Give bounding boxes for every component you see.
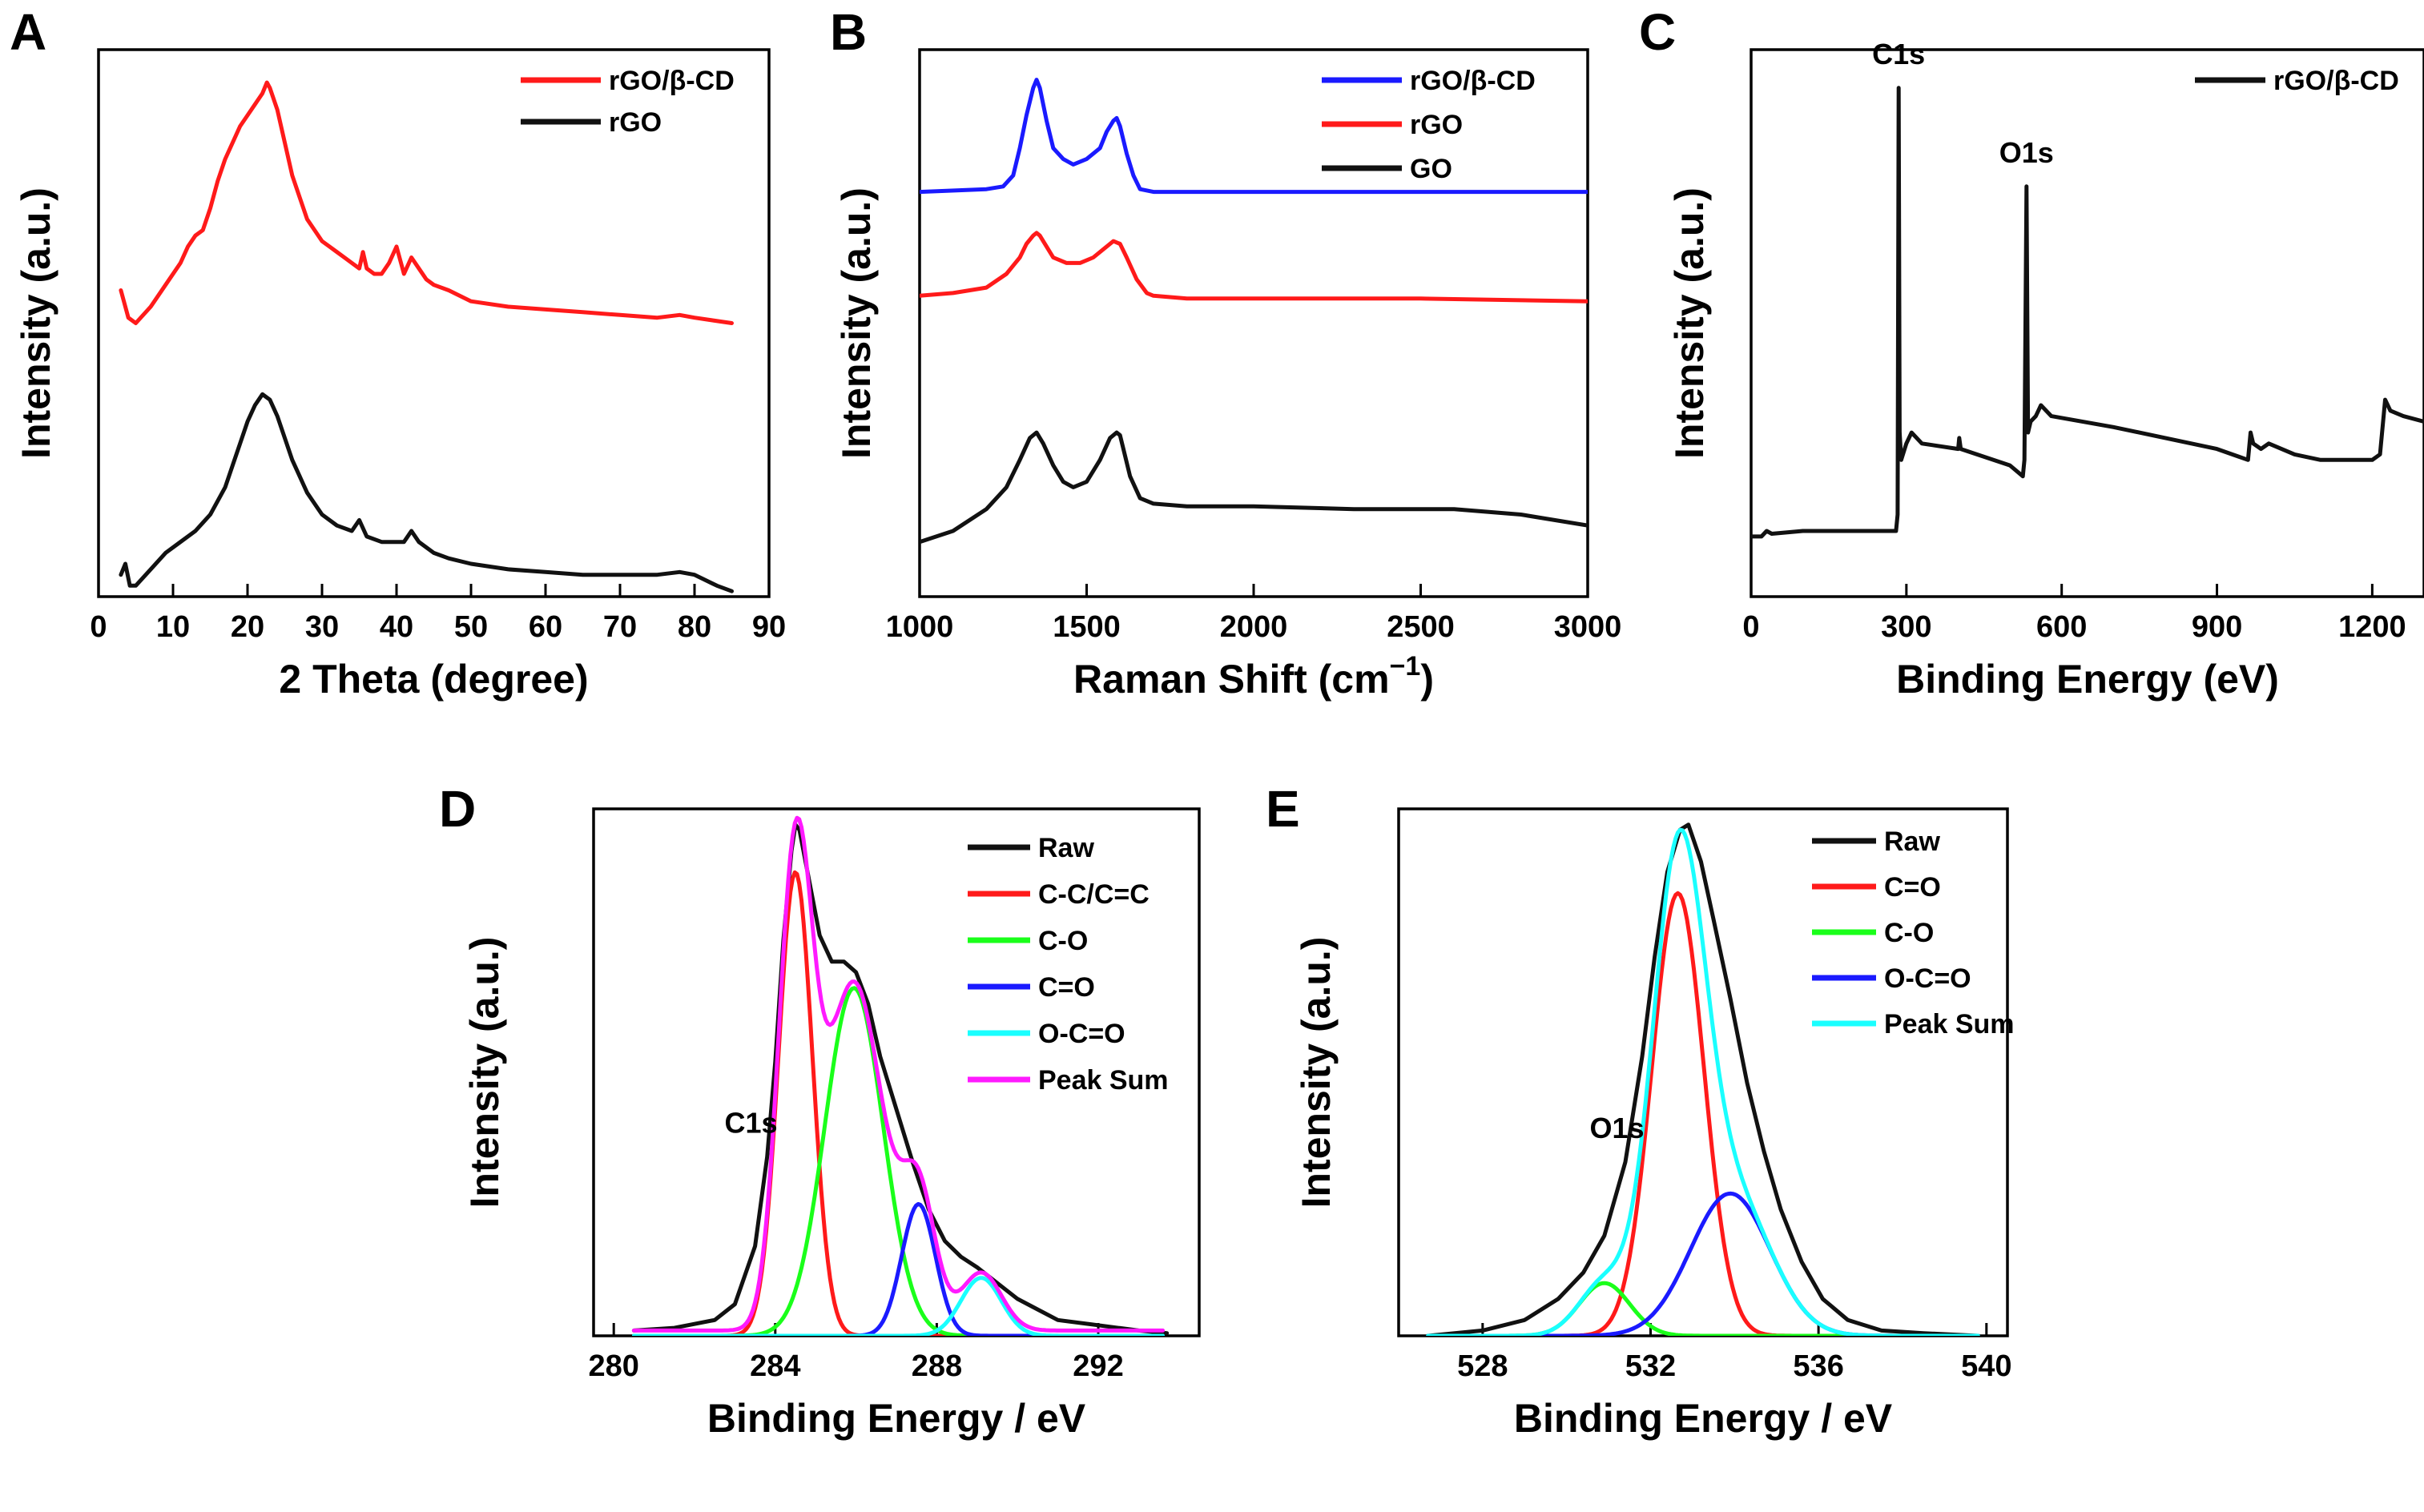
panel-a: A 0 10 20 30 40 50 60 70 80 90 2 Theta (degree) Inte… — [10, 3, 786, 702]
x-axis-label: 2 Theta (degree) — [279, 657, 588, 702]
panel-letter: C — [1639, 3, 1676, 61]
panel-e: E 528 532 536 540 Binding Energy / eV Intensit… — [1266, 780, 2015, 1441]
series-line-rgo — [920, 231, 1588, 304]
series-line-c-o — [631, 986, 1166, 1336]
x-axis-label: Binding Energy / eV — [707, 1396, 1086, 1441]
x-tick-label: 528 — [1457, 1349, 1508, 1383]
panel-letter: B — [830, 3, 867, 61]
x-tick-label: 292 — [1073, 1349, 1123, 1383]
x-tick-label: 1200 — [2338, 610, 2406, 644]
legend-label-c-o: C-O — [1038, 926, 1088, 956]
legend-label-c-o: C-O — [1884, 918, 1934, 948]
x-tick-label: 0 — [1742, 610, 1759, 644]
legend-label-c-o: C=O — [1038, 972, 1095, 1003]
legend-label-peak-sum: Peak Sum — [1038, 1065, 1169, 1096]
x-axis-label: Binding Energy / eV — [1514, 1396, 1893, 1441]
x-tick-label: 300 — [1881, 610, 1931, 644]
series-line-peak-sum — [1426, 827, 1980, 1336]
x-tick-label: 280 — [588, 1349, 638, 1383]
x-tick-label: 900 — [2192, 610, 2242, 644]
panel-c: C 0 300 600 900 1200 Binding Energy (eV) Intens… — [1639, 3, 2424, 702]
panel-b: B 1000 1500 2000 2500 3000 Raman Shift (cm−1) I… — [830, 3, 1621, 702]
x-axis-unit-exponent: −1 — [1390, 651, 1421, 682]
legend-label-o-c-o: O-C=O — [1038, 1019, 1125, 1049]
series-line-c-o — [1426, 891, 1980, 1336]
legend-label-peak-sum: Peak Sum — [1884, 1009, 2015, 1040]
legend-label-rgo-beta-cd: rGO/β-CD — [2273, 66, 2399, 96]
series-line-rgo-beta-cd — [119, 80, 734, 325]
legend-label-rgo-beta-cd: rGO/β-CD — [1410, 66, 1536, 96]
legend-label-raw: Raw — [1884, 826, 1940, 857]
legend-label-raw: Raw — [1038, 833, 1094, 863]
x-axis-unit-close: ) — [1420, 657, 1434, 702]
x-axis-label: Binding Energy (eV) — [1896, 657, 2279, 702]
x-tick-label: 536 — [1793, 1349, 1843, 1383]
legend-label-go: GO — [1410, 154, 1452, 184]
x-tick-label: 50 — [454, 610, 488, 644]
series-line-raw — [1426, 822, 1980, 1336]
series-line-go — [920, 430, 1588, 545]
series-line-rgo — [119, 392, 734, 593]
legend: Raw C=O C-O O-C=O Peak Sum — [1812, 826, 2015, 1040]
legend: Raw C-C/C=C C-O C=O O-C=O Peak Sum — [968, 833, 1169, 1096]
peak-annotation: C1s — [725, 1106, 778, 1139]
panel-letter: A — [10, 3, 46, 61]
x-tick-label: 2500 — [1387, 610, 1455, 644]
x-tick-label: 3000 — [1554, 610, 1622, 644]
x-axis-label: Raman Shift (cm−1) — [1073, 651, 1434, 702]
legend: rGO/β-CD rGO GO — [1322, 66, 1536, 184]
y-axis-label: Intensity (a.u.) — [462, 937, 507, 1208]
panel-letter: D — [439, 780, 476, 838]
y-axis-label: Intensity (a.u.) — [834, 187, 879, 459]
x-tick-label: 30 — [305, 610, 339, 644]
legend-label-c-c-c-c: C-C/C=C — [1038, 879, 1150, 910]
series-line-peak-sum — [631, 815, 1166, 1333]
y-axis-label: Intensity (a.u.) — [14, 187, 58, 459]
x-tick-label: 90 — [752, 610, 786, 644]
legend-label-rgo: rGO — [609, 107, 662, 138]
series-line-rgo-beta-cd — [920, 78, 1588, 195]
panel-d: D 280 284 288 292 Binding Energy / eV Intensit… — [439, 780, 1201, 1441]
series-line-c-o — [631, 1202, 1166, 1336]
panel-letter: E — [1266, 780, 1300, 838]
x-axis-unit: (cm — [1319, 657, 1390, 702]
x-tick-label: 288 — [912, 1349, 962, 1383]
x-tick-label: 1000 — [886, 610, 954, 644]
x-tick-label: 10 — [156, 610, 190, 644]
x-tick-label: 2000 — [1220, 610, 1288, 644]
x-tick-label: 0 — [90, 610, 107, 644]
x-tick-label: 70 — [603, 610, 637, 644]
legend: rGO/β-CD rGO — [521, 66, 735, 138]
legend-label-c-o: C=O — [1884, 872, 1941, 903]
series-line-o-c-o — [631, 1276, 1166, 1336]
series-line-rgo-beta-cd — [1751, 86, 2424, 539]
x-tick-label: 1500 — [1053, 610, 1121, 644]
legend-label-rgo: rGO — [1410, 110, 1463, 140]
peak-annotation: C1s — [1872, 38, 1925, 70]
x-tick-label: 532 — [1625, 1349, 1676, 1383]
plot-frame — [97, 48, 771, 598]
x-tick-label: 60 — [529, 610, 562, 644]
series-line-c-o — [1426, 1281, 1980, 1336]
plot-frame — [1750, 48, 2424, 598]
legend-label-rgo-beta-cd: rGO/β-CD — [609, 66, 735, 96]
y-axis-label: Intensity (a.u.) — [1667, 187, 1712, 459]
peak-annotation: O1s — [1999, 136, 2054, 169]
series-line-o-c-o — [1426, 1191, 1980, 1336]
x-tick-label: 20 — [231, 610, 264, 644]
x-tick-label: 284 — [750, 1349, 800, 1383]
series-line-raw — [631, 822, 1170, 1336]
y-axis-label: Intensity (a.u.) — [1294, 937, 1339, 1208]
x-tick-label: 600 — [2036, 610, 2087, 644]
peak-annotation: O1s — [1590, 1112, 1645, 1144]
x-tick-label: 540 — [1961, 1349, 2011, 1383]
legend-label-o-c-o: O-C=O — [1884, 963, 1971, 994]
plot-frame — [918, 48, 1589, 598]
x-tick-label: 80 — [678, 610, 711, 644]
x-tick-label: 40 — [380, 610, 413, 644]
legend: rGO/β-CD — [2195, 66, 2399, 96]
